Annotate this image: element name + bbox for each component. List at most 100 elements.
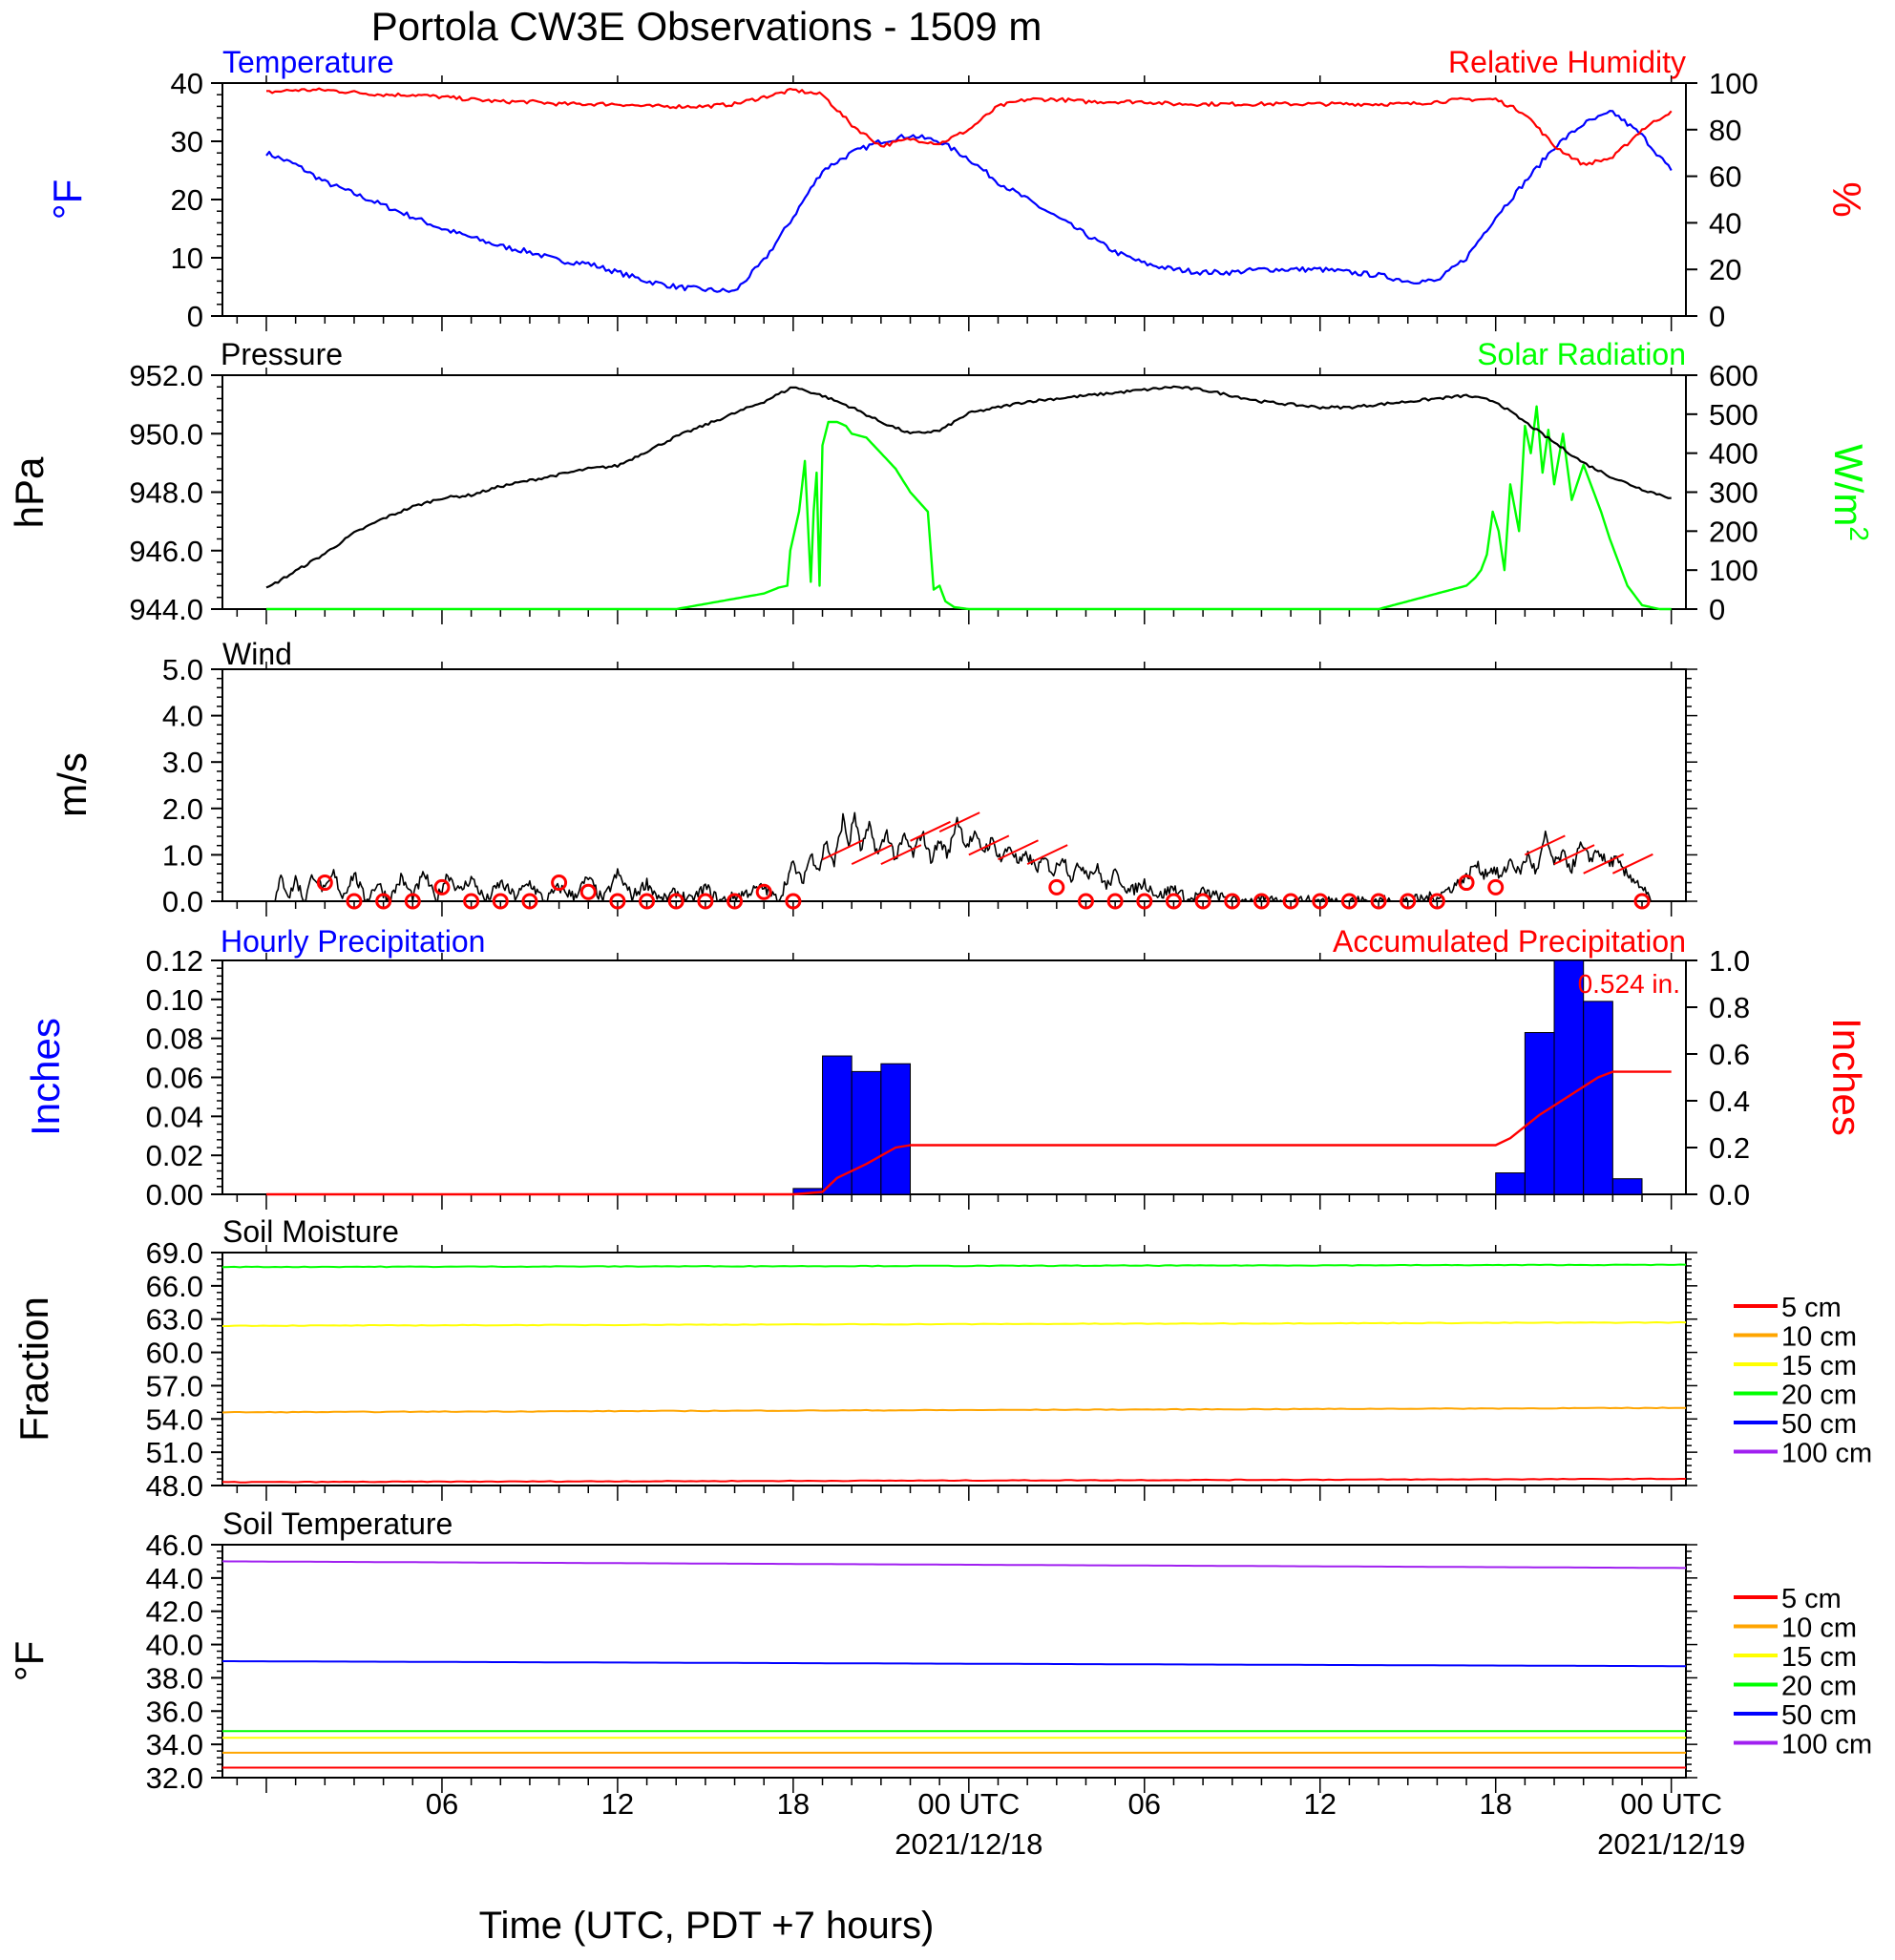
y-tick-label: 0.0 (162, 885, 203, 918)
x-date-label: 2021/12/18 (895, 1827, 1042, 1861)
y-tick-label: 66.0 (146, 1270, 203, 1303)
y-tick-label: 0.02 (146, 1139, 203, 1172)
panel-soil-temp: 32.034.036.038.040.042.044.046.0 Soil Tem… (7, 1507, 1872, 1795)
temperature-axis-label: °F (45, 179, 90, 220)
y2-tick-label: 40 (1709, 206, 1741, 240)
wind-barb-calm (785, 893, 802, 910)
legend-label: 20 cm (1781, 1672, 1857, 1702)
y-tick-label: 0.06 (146, 1062, 203, 1095)
y-tick-label: 944.0 (129, 593, 203, 626)
y2-tick-label: 600 (1709, 359, 1758, 392)
panel-pressure-solar: 944.0 946.0 948.0 950.0 952.0 0 100 200 300 400 50… (7, 337, 1874, 626)
pressure-line (265, 385, 1672, 589)
wind-barb-calm (433, 878, 451, 896)
hourly-precip-axis-label: Inches (23, 1018, 68, 1136)
solar-title: Solar Radiation (1477, 337, 1686, 371)
y-tick-label: 20 (171, 183, 203, 217)
y-tick-label: 40.0 (146, 1629, 203, 1662)
wind-barb-calm (639, 893, 656, 910)
x-tick-label: 06 (426, 1787, 458, 1821)
soil-moisture-title: Soil Moisture (222, 1214, 399, 1249)
y2-tick-label: 0.4 (1709, 1085, 1750, 1118)
soil-temp-axis-label: °F (7, 1641, 52, 1681)
y-tick-label: 69.0 (146, 1236, 203, 1270)
y-tick-label: 63.0 (146, 1303, 203, 1337)
wind-barb (1026, 844, 1068, 866)
wind-title: Wind (222, 637, 292, 671)
y2-tick-label: 20 (1709, 253, 1741, 286)
soil-line-50cm (222, 1660, 1686, 1668)
y-tick-label: 0.00 (146, 1178, 203, 1212)
y-tick-label: 948.0 (129, 476, 203, 510)
y-tick-label: 0.04 (146, 1100, 203, 1133)
solar-axis-label: W/m2 (1826, 444, 1874, 541)
y2-tick-label: 0.6 (1709, 1038, 1750, 1071)
y-tick-label: 60.0 (146, 1337, 203, 1370)
y-tick-label: 32.0 (146, 1761, 203, 1795)
legend-label: 50 cm (1781, 1409, 1857, 1440)
x-tick-label: 18 (777, 1787, 810, 1821)
hourly-precip-title: Hourly Precipitation (221, 924, 485, 959)
wind-barb (968, 834, 1010, 856)
wind-barb (1611, 853, 1653, 875)
wind-barb-calm (1077, 893, 1094, 910)
y-tick-label: 952.0 (129, 359, 203, 392)
legend-label: 50 cm (1781, 1700, 1857, 1731)
wind-barb-calm (579, 883, 597, 900)
soil-line-15cm (222, 1320, 1687, 1327)
wind-barb-calm (492, 893, 509, 910)
accum-precip-title: Accumulated Precipitation (1333, 924, 1686, 959)
y-tick-label: 34.0 (146, 1728, 203, 1761)
wind-barb-calm (375, 893, 392, 910)
y2-tick-label: 60 (1709, 160, 1741, 194)
humidity-title: Relative Humidity (1448, 45, 1686, 79)
wind-barb (880, 844, 922, 866)
y2-tick-label: 500 (1709, 398, 1758, 432)
x-axis-label: Time (UTC, PDT +7 hours) (479, 1905, 935, 1947)
wind-barb-calm (667, 893, 684, 910)
accum-precip-line (266, 1070, 1672, 1196)
y2-tick-label: 400 (1709, 437, 1758, 471)
y-tick-label: 54.0 (146, 1402, 203, 1436)
y2-tick-label: 0.8 (1709, 991, 1750, 1024)
wind-barb-calm (1370, 893, 1387, 910)
wind-barb (1524, 834, 1566, 856)
wind-barb-calm (1282, 893, 1299, 910)
humidity-axis-label: % (1824, 181, 1869, 217)
wind-barb (998, 839, 1039, 861)
panel-precip: 0.00 0.02 0.04 0.06 0.08 0.10 0.12 0.0 0.2 0.4 0.6… (23, 924, 1869, 1212)
wind-barb-calm (1487, 878, 1505, 896)
wind-barb-calm (609, 893, 626, 910)
y-tick-label: 30 (171, 125, 203, 158)
y-tick-label: 10 (171, 242, 203, 275)
y-tick-label: 4.0 (162, 700, 203, 733)
wind-barb (1553, 844, 1595, 866)
soil-moisture-axis-label: Fraction (11, 1296, 56, 1442)
x-date-label: 2021/12/19 (1597, 1827, 1745, 1861)
y2-tick-label: 1.0 (1709, 944, 1750, 978)
wind-barb-calm (316, 875, 333, 892)
x-tick-label: 00 UTC (917, 1787, 1020, 1821)
legend-label: 15 cm (1781, 1351, 1857, 1381)
y-tick-label: 36.0 (146, 1695, 203, 1728)
wind-barb-calm (1165, 893, 1182, 910)
soil-line-10cm (221, 1406, 1686, 1414)
wind-barb (1583, 853, 1625, 875)
precip-bar (851, 1070, 882, 1195)
y-tick-label: 46.0 (146, 1528, 203, 1562)
x-tick-label: 00 UTC (1620, 1787, 1722, 1821)
y-tick-label: 42.0 (146, 1595, 203, 1629)
y2-tick-label: 80 (1709, 114, 1741, 147)
figure-title: Portola CW3E Observations - 1509 m (371, 4, 1042, 49)
wind-barb-calm (1400, 893, 1417, 910)
wind-barb-calm (1458, 875, 1475, 892)
y-tick-label: 0.08 (146, 1022, 203, 1056)
x-tick-label: 18 (1479, 1787, 1511, 1821)
precip-bar (1495, 1172, 1526, 1195)
y2-tick-label: 0 (1709, 593, 1725, 626)
y-tick-label: 5.0 (162, 653, 203, 686)
soil-line-5cm (221, 1477, 1686, 1484)
y-tick-label: 0.12 (146, 944, 203, 978)
wind-barb-calm (1312, 893, 1329, 910)
precip-bar (1611, 1178, 1643, 1195)
